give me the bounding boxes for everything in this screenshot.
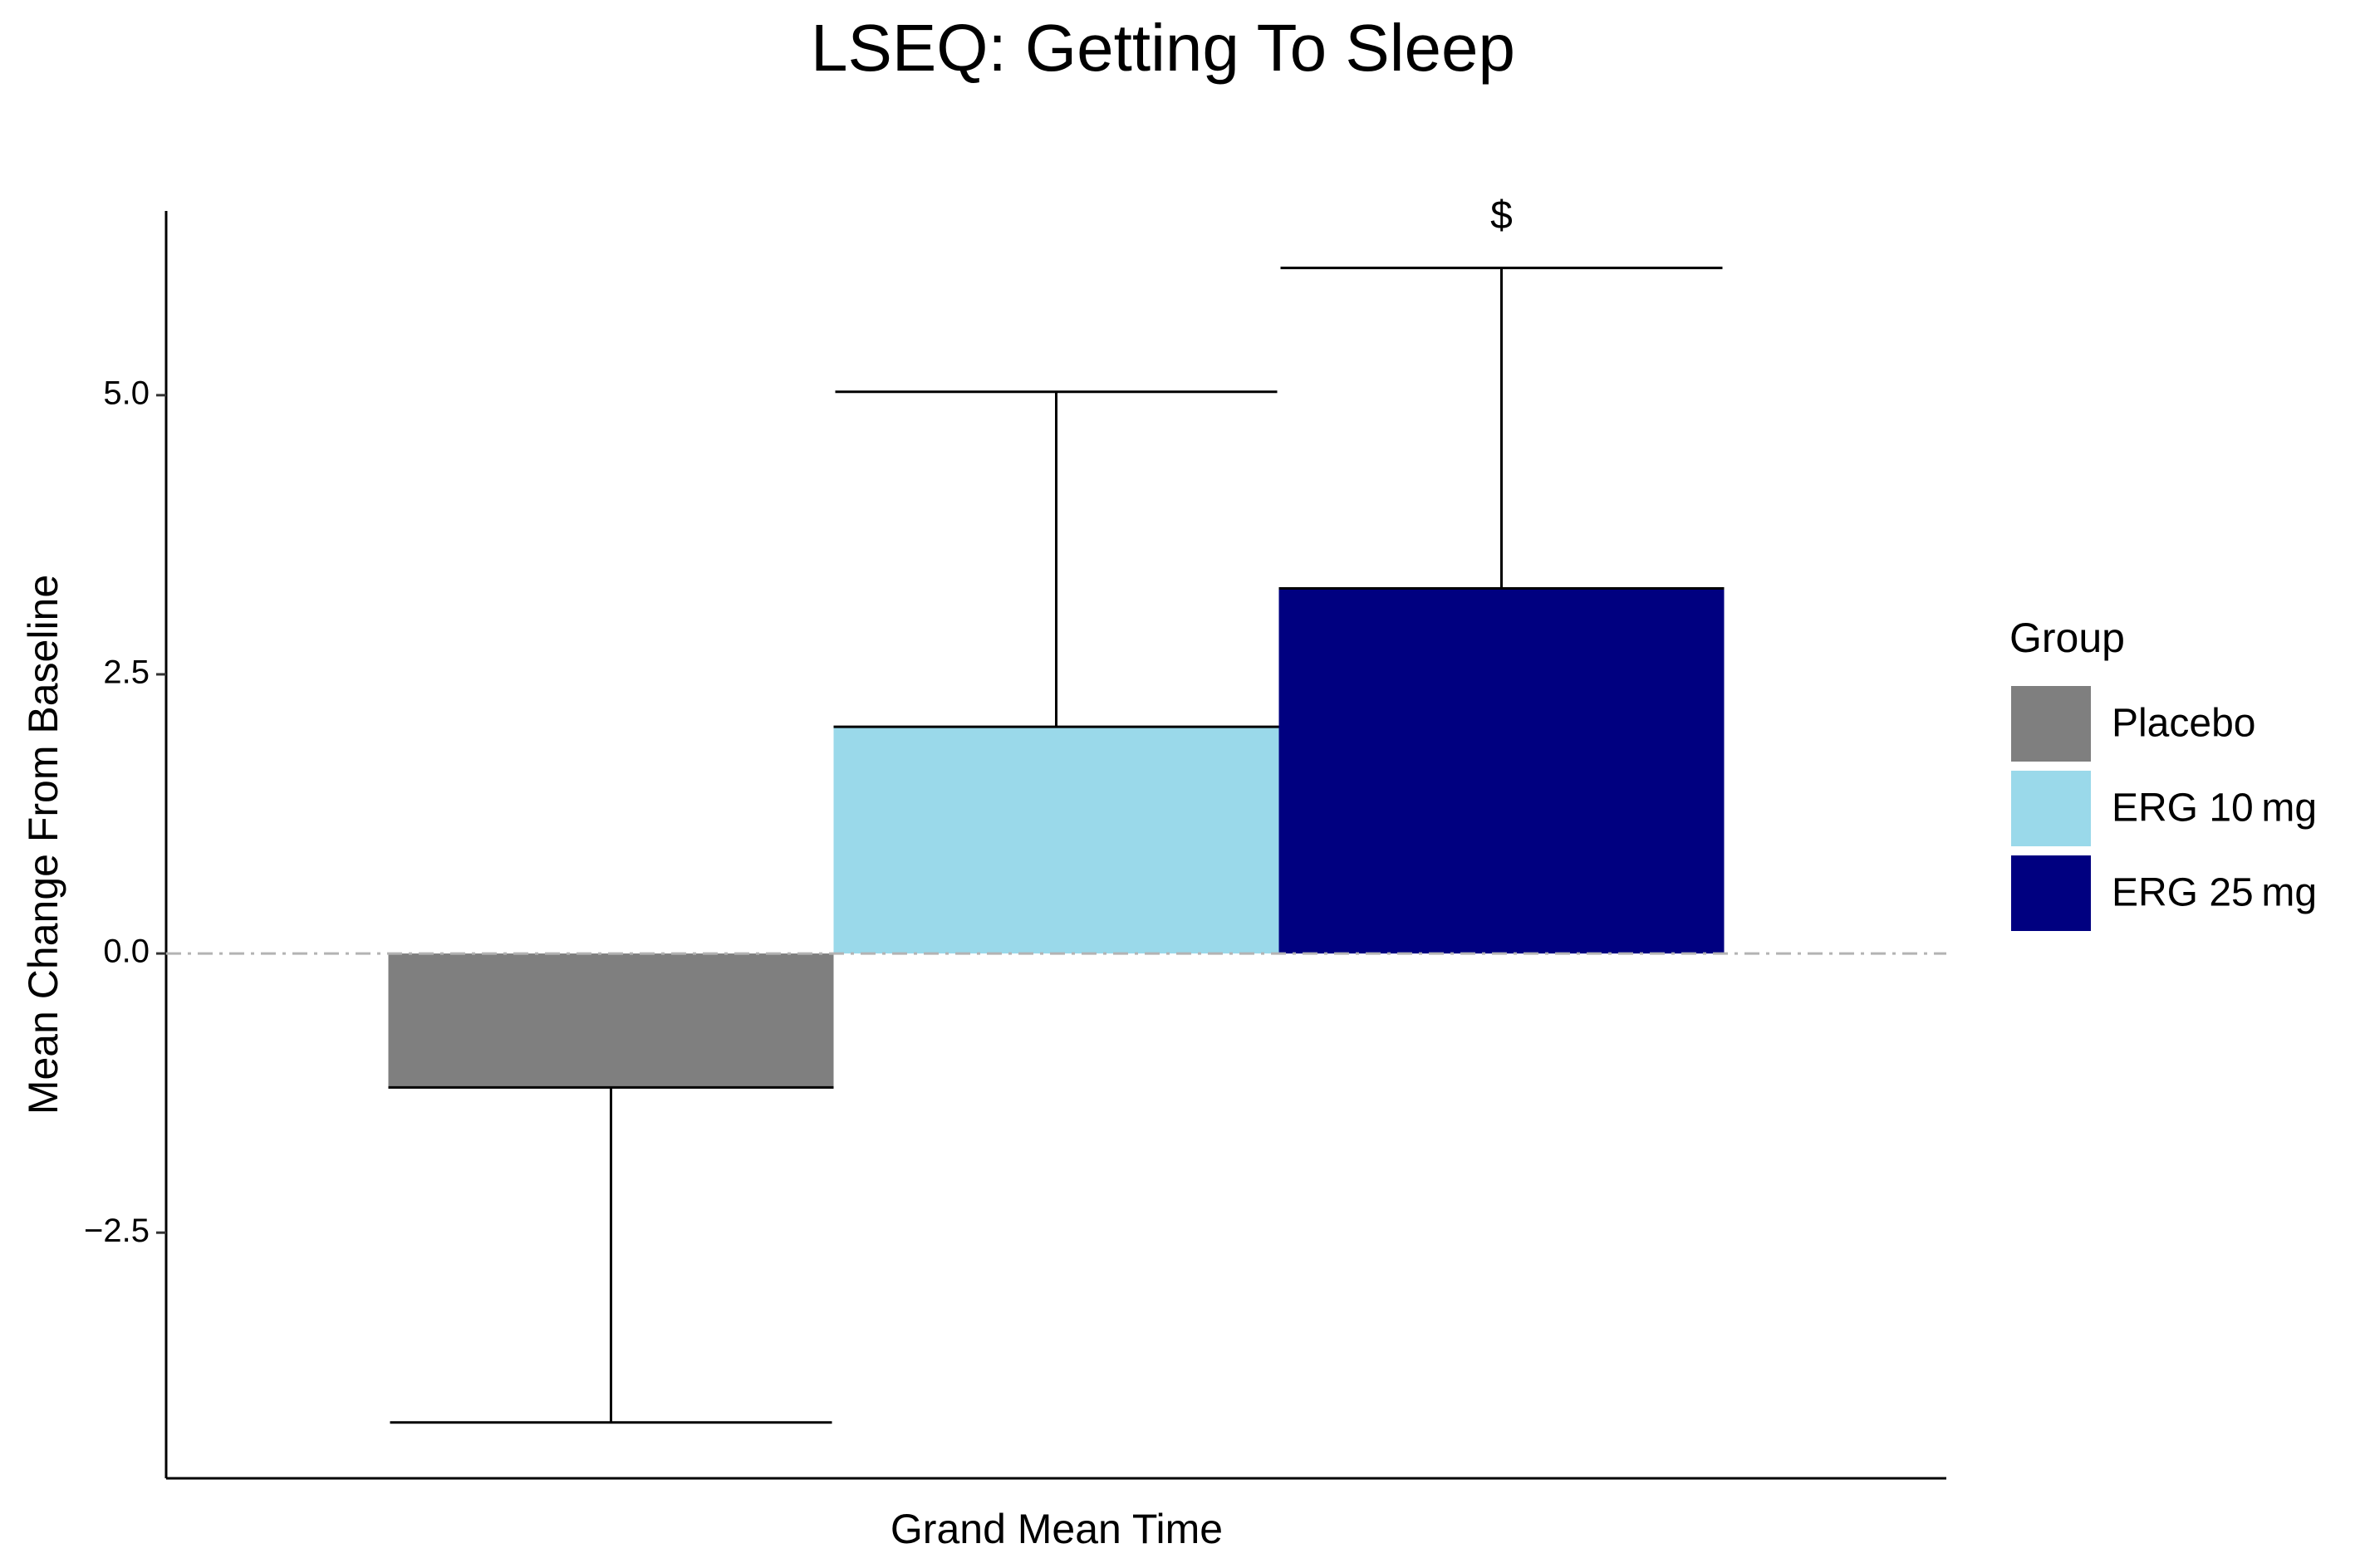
y-tick-label: 0.0 bbox=[103, 933, 150, 970]
legend-key bbox=[2011, 855, 2091, 931]
y-tick-label: 2.5 bbox=[103, 654, 150, 691]
legend-title: Group bbox=[2009, 615, 2125, 661]
bar bbox=[388, 953, 834, 1088]
legend-label: ERG 25 mg bbox=[2112, 871, 2317, 915]
legend-key bbox=[2011, 686, 2091, 762]
chart-title: LSEQ: Getting To Sleep bbox=[811, 11, 1515, 85]
annotation: $ bbox=[1490, 194, 1513, 238]
legend-label: ERG 10 mg bbox=[2112, 786, 2317, 831]
y-tick-label: 5.0 bbox=[103, 375, 150, 411]
x-axis-title: Grand Mean Time bbox=[891, 1506, 1223, 1552]
legend-label: Placebo bbox=[2112, 702, 2255, 746]
bar bbox=[833, 727, 1279, 954]
y-tick-label: −2.5 bbox=[84, 1213, 150, 1249]
y-axis-title: Mean Change From Baseline bbox=[20, 575, 66, 1115]
bar bbox=[1278, 588, 1725, 954]
legend-key bbox=[2011, 771, 2091, 846]
